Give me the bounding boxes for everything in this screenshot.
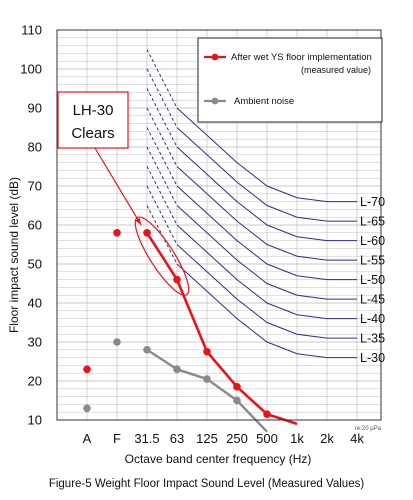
- legend: After wet YS floor implementation (measu…: [197, 37, 383, 123]
- callout-line2: Clears: [71, 125, 114, 142]
- series-1-point: [203, 375, 211, 383]
- series-0-point-F: [113, 229, 121, 237]
- callout-arrowhead: [135, 217, 141, 225]
- curve-label-L-50: L-50: [360, 273, 385, 287]
- x-tick-label: 63: [170, 431, 184, 446]
- y-tick-label: 70: [28, 179, 42, 194]
- curve-L-40: [176, 224, 357, 320]
- curve-label-L-70: L-70: [360, 195, 385, 209]
- y-tick-label: 50: [28, 257, 42, 272]
- legend-box: [197, 37, 383, 123]
- y-tick-label: 110: [21, 23, 42, 38]
- curve-L-65: [176, 127, 357, 222]
- callout-annotation: [94, 147, 190, 296]
- series-0-point: [233, 383, 241, 391]
- plot-frame: [56, 29, 382, 421]
- x-axis-title: Octave band center frequency (Hz): [125, 452, 312, 466]
- reference-note: re:20 μPa: [355, 426, 382, 432]
- curve-label-L-60: L-60: [360, 234, 385, 248]
- curve-label-L-65: L-65: [360, 215, 385, 229]
- legend-measured-label-2: (measured value): [301, 65, 371, 75]
- series-0-point-A: [83, 365, 91, 374]
- y-tick-label: 100: [20, 62, 42, 77]
- series-0-point: [203, 347, 211, 356]
- x-tick-labels: A F 31.5 63 125 250 500 1k 2k 4k: [83, 431, 365, 446]
- curve-label-L-55: L-55: [360, 254, 385, 268]
- x-tick-label: 250: [226, 431, 248, 446]
- y-tick-label: 40: [28, 296, 42, 311]
- y-tick-label: 60: [28, 218, 42, 233]
- callout: LH-30 Clears: [57, 91, 129, 149]
- x-tick-label: 4k: [350, 431, 364, 446]
- series-0-point: [173, 275, 181, 284]
- data-series: [83, 229, 298, 433]
- x-tick-label: 500: [256, 431, 278, 446]
- curve-label-L-35: L-35: [360, 332, 385, 346]
- callout-box: [57, 91, 129, 149]
- curve-labels: L-70 L-65 L-60 L-55 L-50 L-45 L-40 L-35 L-30: [360, 195, 385, 365]
- x-tick-label: A: [83, 431, 92, 446]
- series-1-point: [143, 346, 151, 354]
- y-axis-title: Floor impact sound level (dB): [7, 177, 21, 333]
- series-1-point: [233, 396, 241, 405]
- curve-L-60: [176, 146, 357, 242]
- legend-ambient-marker: [211, 97, 219, 105]
- y-tick-label: 30: [28, 335, 42, 350]
- series-0-line: [145, 232, 298, 426]
- figure-caption: Figure-5 Weight Floor Impact Sound Level…: [48, 478, 365, 490]
- x-tick-label: 125: [196, 431, 218, 446]
- curve-L-55: [176, 166, 357, 261]
- series-1-point-F: [113, 338, 121, 346]
- curve-L-35: [176, 244, 357, 339]
- callout-line1: LH-30: [73, 102, 114, 119]
- series-1-point: [173, 365, 181, 374]
- curve-label-L-45: L-45: [360, 293, 385, 307]
- curve-L-50: [176, 185, 357, 281]
- curve-L-30: [176, 263, 357, 359]
- plot-border: [56, 29, 382, 421]
- reference-curves: [146, 49, 357, 359]
- series-0-point: [143, 229, 151, 237]
- y-tick-label: 80: [28, 140, 42, 155]
- curve-label-L-30: L-30: [360, 351, 385, 365]
- legend-ambient-label: Ambient noise: [234, 96, 294, 107]
- x-tick-label: F: [113, 431, 121, 446]
- y-tick-label: 10: [28, 413, 42, 428]
- x-tick-label: 31.5: [134, 431, 159, 446]
- y-tick-label: 20: [28, 374, 42, 389]
- legend-measured-label: After wet YS floor implementation: [231, 52, 372, 63]
- y-tick-label: 90: [28, 101, 42, 116]
- curve-L-45: [176, 205, 357, 300]
- curve-L-70: [176, 107, 357, 203]
- x-tick-label: 2k: [320, 431, 334, 446]
- curve-label-L-40: L-40: [360, 312, 385, 326]
- series-1-point-A: [83, 404, 91, 413]
- callout-arrow: [94, 147, 142, 226]
- x-tick-label: 1k: [290, 431, 304, 446]
- series-0-point: [263, 410, 271, 418]
- y-tick-labels: 10 20 30 40 50 60 70 80 90 100 110: [20, 23, 42, 428]
- legend-measured-marker: [211, 53, 219, 61]
